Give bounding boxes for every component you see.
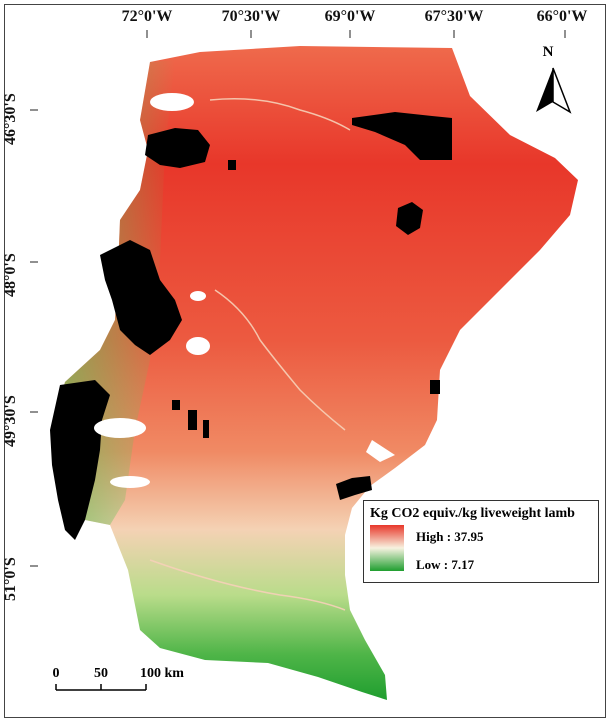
scale-bar-label: 100 km xyxy=(140,666,184,681)
longitude-tick-label: 67°30'W xyxy=(424,8,484,25)
latitude-tick-label: 46°30'S xyxy=(2,93,19,145)
longitude-tick-label: 72°0'W xyxy=(121,8,173,25)
land-area xyxy=(55,46,578,700)
legend-title: Kg CO2 equiv./kg liveweight lamb xyxy=(370,506,575,521)
lakes xyxy=(94,93,395,488)
north-arrow-icon xyxy=(536,67,572,114)
longitude-tick-label: 69°0'W xyxy=(324,8,376,25)
latitude-tick-label: 51°0'S xyxy=(2,557,19,601)
scale-bar-label: 0 xyxy=(52,666,60,681)
rivers xyxy=(149,98,351,611)
legend-high-label: High : 37.95 xyxy=(416,529,484,544)
north-arrow-label: N xyxy=(542,44,554,60)
scale-bar xyxy=(55,684,147,691)
legend-low-label: Low : 7.17 xyxy=(416,557,475,572)
graticule-ticks xyxy=(30,30,566,567)
excluded-areas xyxy=(50,112,452,540)
legend-color-ramp xyxy=(370,525,404,571)
latitude-tick-label: 49°30'S xyxy=(2,395,19,447)
longitude-tick-label: 70°30'W xyxy=(221,8,281,25)
legend: Kg CO2 equiv./kg liveweight lamb High : … xyxy=(363,500,599,583)
longitude-tick-label: 66°0'W xyxy=(536,8,588,25)
latitude-tick-label: 48°0'S xyxy=(2,253,19,297)
scale-bar-label: 50 xyxy=(94,666,108,681)
